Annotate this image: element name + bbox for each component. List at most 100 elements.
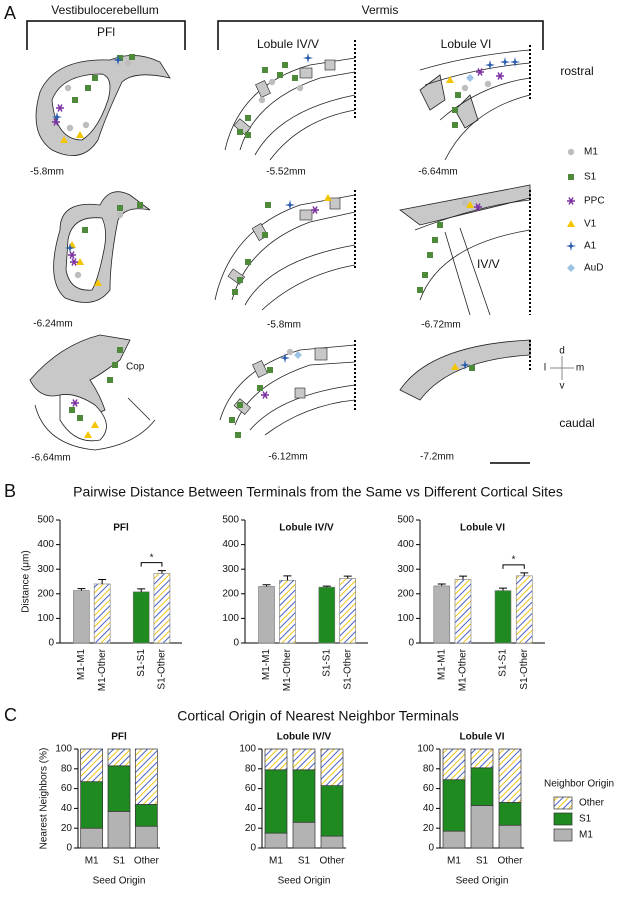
bar — [73, 590, 90, 644]
error-bar — [262, 584, 271, 587]
legend-label: M1 — [579, 830, 593, 841]
bar-segment — [320, 835, 344, 849]
x-tick-label: S1-Other — [342, 648, 353, 689]
bar-segment — [498, 748, 522, 803]
marker-s1 — [262, 67, 268, 73]
panel-title: Pairwise Distance Between Terminals from… — [73, 484, 563, 500]
marker-s1 — [417, 287, 423, 293]
y-tick-label: 0 — [66, 843, 72, 854]
chart-title: Lobule VI — [460, 523, 505, 534]
marker-legend: M1 S1 PPC V1 A1 AuD — [584, 147, 605, 274]
marker-s1 — [85, 85, 91, 91]
bar-segment — [80, 781, 104, 829]
y-tick-label: 500 — [222, 515, 239, 526]
y-tick-label: 0 — [233, 638, 239, 649]
section-label: -6.12mm — [268, 452, 307, 463]
y-tick-label: 200 — [37, 588, 54, 599]
marker-s1 — [129, 54, 135, 60]
marker-s1 — [265, 202, 271, 208]
marker-s1 — [82, 227, 88, 233]
section-label: -5.8mm — [30, 167, 64, 178]
section-label: -6.64mm — [418, 167, 457, 178]
marker-a1 — [510, 57, 520, 67]
marker-s1 — [452, 122, 458, 128]
error-bar — [459, 575, 467, 580]
y-tick-label: 500 — [397, 515, 414, 526]
y-axis-label: Nearest Neighbors (%) — [39, 748, 50, 850]
axis-note: rostral — [560, 64, 593, 78]
compass-label: d — [559, 346, 565, 357]
y-tick-label: 20 — [423, 823, 435, 834]
section-outline — [65, 217, 106, 291]
legend-label: PPC — [584, 196, 605, 207]
bar — [339, 578, 357, 644]
panel-title: Cortical Origin of Nearest Neighbor Term… — [177, 708, 458, 724]
marker-s1 — [245, 132, 251, 138]
bar-segment — [264, 748, 288, 771]
error-bar — [343, 575, 352, 579]
marker-s1 — [117, 347, 123, 353]
x-tick-label: S1 — [476, 856, 489, 867]
bar-segment — [320, 785, 344, 837]
marker-s1 — [245, 115, 251, 121]
bar-segment — [320, 748, 344, 786]
bar-segment — [264, 832, 288, 849]
marker-v1 — [446, 76, 454, 83]
region-title: Lobule IV/V — [257, 37, 319, 51]
marker-ppc — [474, 203, 482, 211]
y-tick-label: 20 — [61, 823, 73, 834]
x-tick-label: S1-Other — [157, 648, 168, 689]
marker-a1 — [52, 112, 62, 122]
error-bar — [499, 587, 507, 591]
marker-m1 — [116, 211, 124, 219]
bar — [258, 586, 275, 644]
bar — [515, 575, 533, 644]
x-tick-label: M1-Other — [282, 648, 293, 691]
significance-label: * — [512, 555, 516, 566]
panel-label: A — [4, 3, 16, 23]
marker-s1 — [235, 432, 241, 438]
marker-s1 — [292, 75, 298, 81]
x-tick-label: S1-S1 — [136, 649, 147, 677]
marker-s1 — [455, 92, 461, 98]
y-tick-label: 300 — [397, 564, 414, 575]
y-tick-label: 60 — [61, 783, 73, 794]
legend-label: S1 — [584, 172, 597, 183]
gray-matter — [399, 339, 531, 401]
marker-s1 — [92, 75, 98, 81]
bar-segment — [134, 825, 158, 849]
bar-segment — [292, 821, 316, 849]
y-tick-label: 20 — [245, 823, 257, 834]
marker-s1 — [107, 377, 113, 383]
section-label: -6.64mm — [31, 453, 70, 464]
marker-s1 — [437, 222, 443, 228]
bar-segment — [107, 765, 131, 812]
marker-s1 — [422, 272, 428, 278]
marker-v1 — [567, 220, 575, 227]
significance-bracket — [502, 564, 525, 569]
region-title: Lobule VI — [441, 37, 492, 51]
bar — [93, 583, 111, 644]
marker-m1 — [296, 84, 304, 92]
section-outline — [419, 49, 531, 161]
marker-v1 — [84, 431, 92, 438]
marker-m1 — [461, 84, 469, 92]
y-tick-label: 300 — [37, 564, 54, 575]
significance-bracket — [140, 562, 163, 567]
panel-label: B — [4, 481, 16, 501]
section-label: -5.52mm — [266, 167, 305, 178]
marker-s1 — [452, 107, 458, 113]
marker-m1 — [82, 121, 90, 129]
bar-segment — [292, 769, 316, 823]
bar-segment — [498, 802, 522, 826]
marker-s1 — [427, 252, 433, 258]
marker-s1 — [237, 129, 243, 135]
x-tick-label: M1 — [269, 856, 283, 867]
y-tick-label: 200 — [397, 588, 414, 599]
marker-a1 — [500, 57, 510, 67]
y-tick-label: 80 — [245, 763, 257, 774]
marker-a1 — [485, 60, 495, 70]
x-axis-label: Seed Origin — [278, 876, 331, 887]
marker-v1 — [76, 131, 84, 138]
